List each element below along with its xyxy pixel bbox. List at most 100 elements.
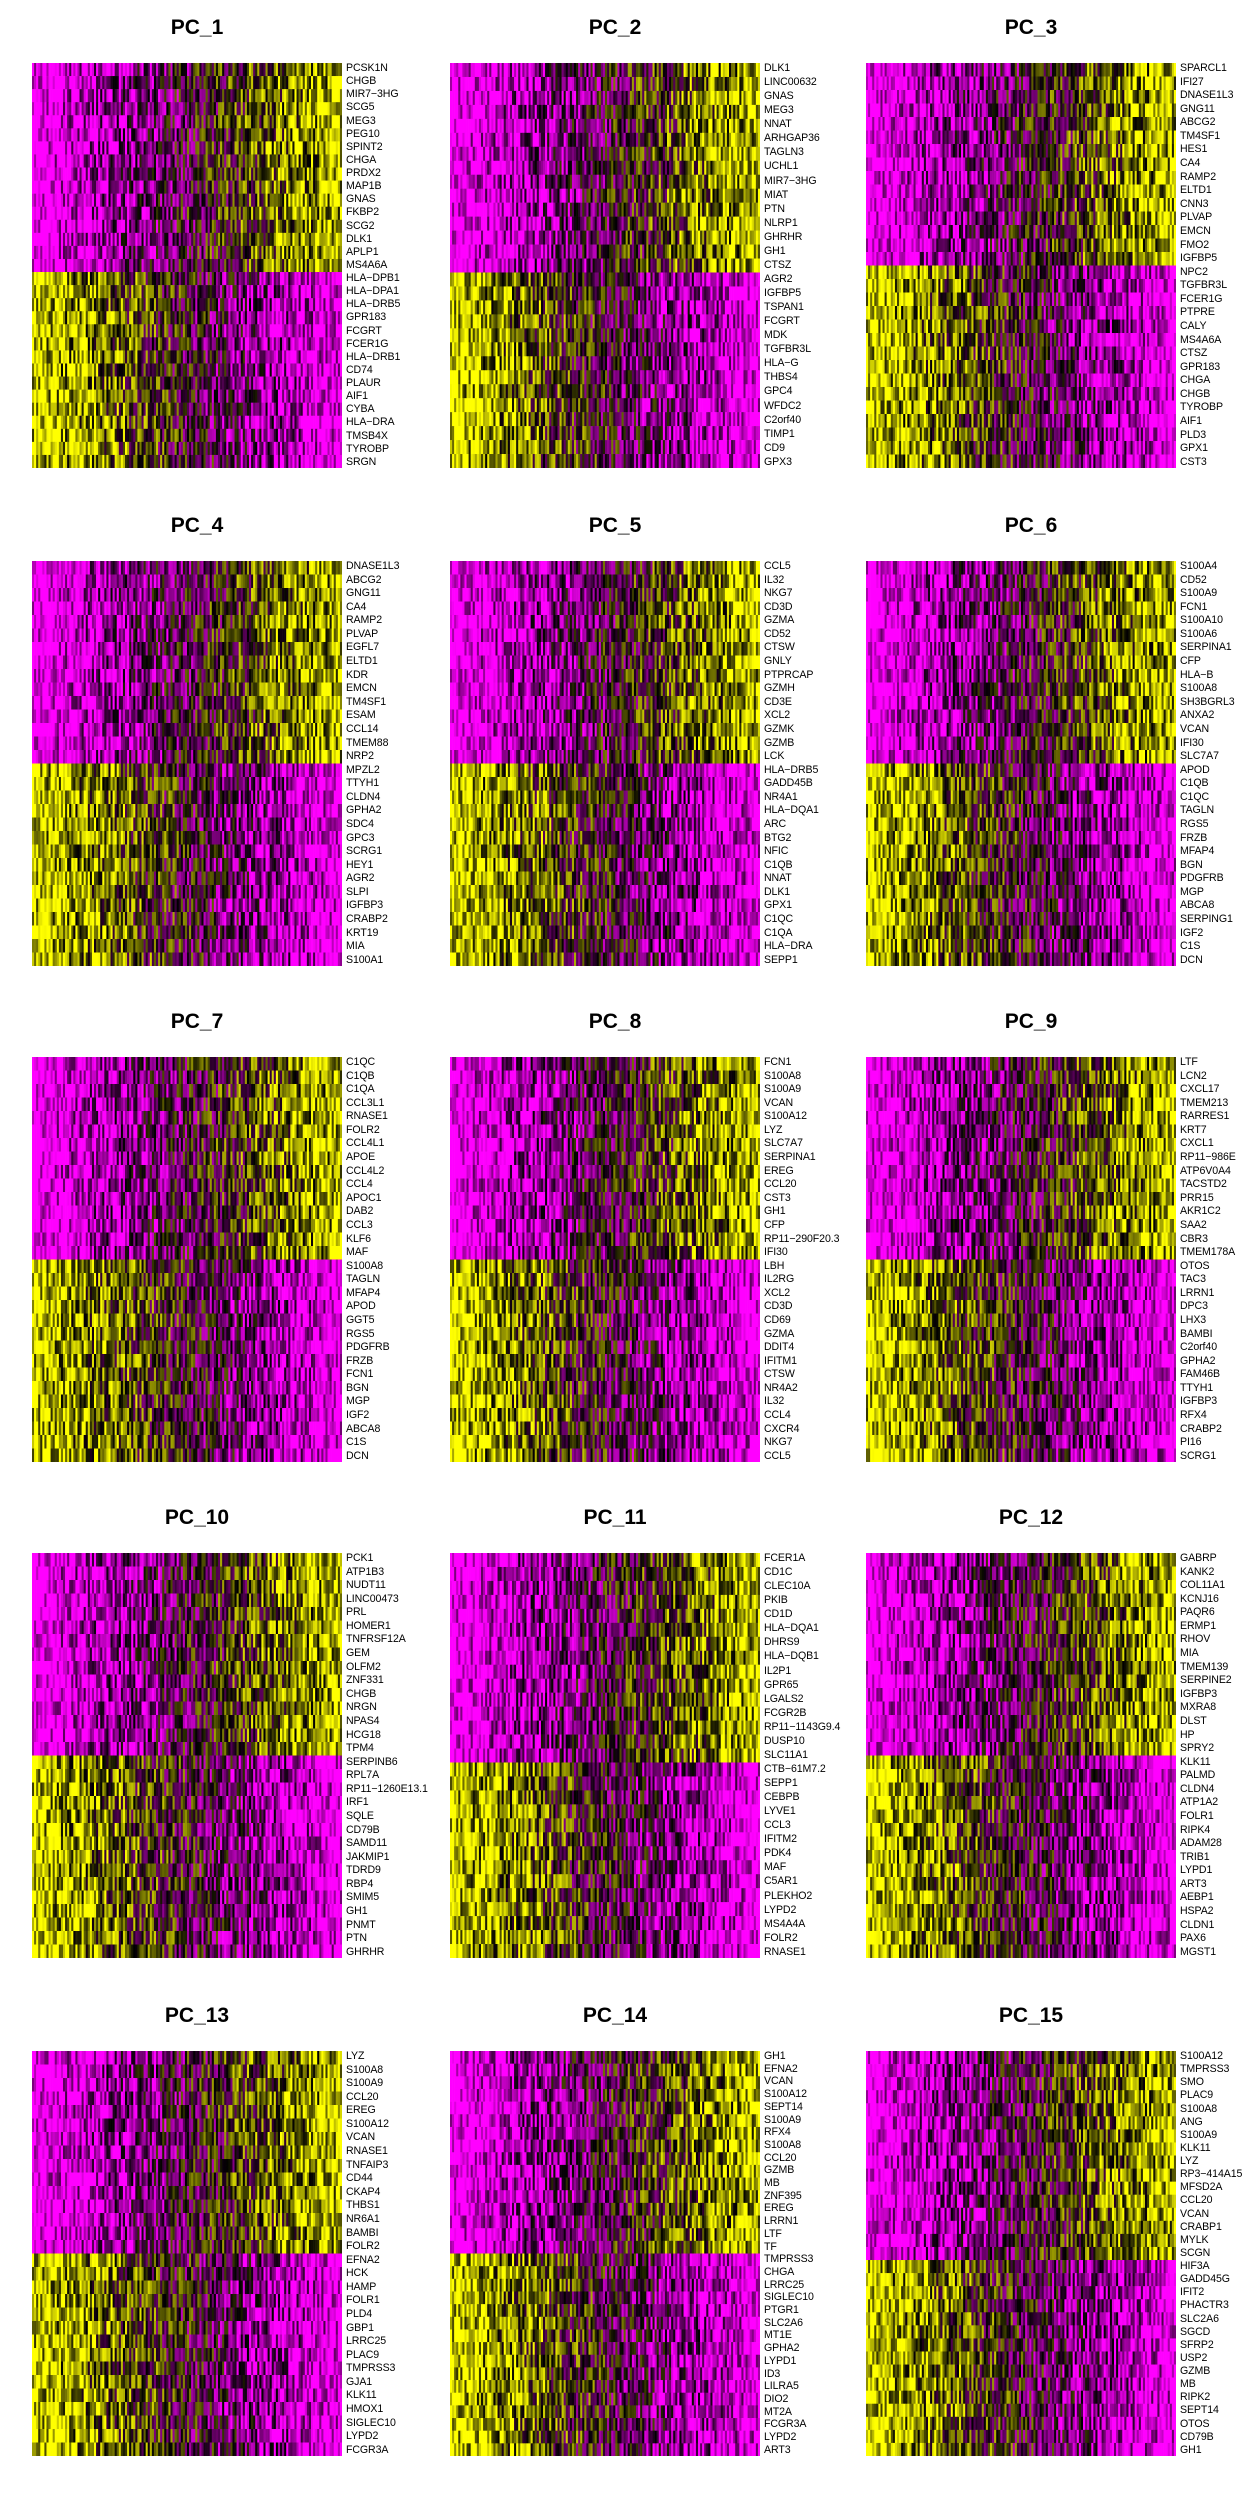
heatmap-cell bbox=[305, 455, 307, 468]
heatmap-cell bbox=[42, 102, 44, 115]
heatmap-cell bbox=[127, 207, 129, 220]
heatmap-cell bbox=[280, 181, 282, 194]
heatmap-cell bbox=[100, 181, 102, 194]
heatmap-cell bbox=[49, 207, 51, 220]
heatmap-cell bbox=[67, 102, 69, 115]
heatmap-cell bbox=[168, 76, 170, 89]
heatmap-cell bbox=[106, 154, 108, 167]
heatmap-cell bbox=[168, 403, 170, 416]
heatmap-cell bbox=[257, 128, 259, 141]
heatmap-cell bbox=[601, 77, 603, 91]
heatmap-cell bbox=[69, 363, 71, 376]
heatmap-cell bbox=[657, 77, 659, 91]
heatmap-cell bbox=[201, 154, 203, 167]
heatmap-cell bbox=[80, 233, 82, 246]
heatmap-cell bbox=[669, 63, 671, 77]
heatmap-cell bbox=[321, 259, 323, 272]
heatmap-cell bbox=[42, 298, 44, 311]
heatmap-cell bbox=[464, 63, 466, 77]
heatmap-cell bbox=[80, 128, 82, 141]
heatmap-cell bbox=[214, 416, 216, 429]
heatmap-cell bbox=[230, 429, 232, 442]
heatmap-cell bbox=[311, 168, 313, 181]
heatmap-cell bbox=[135, 442, 137, 455]
heatmap-cell bbox=[297, 390, 299, 403]
heatmap-cell bbox=[98, 272, 100, 285]
heatmap-cell bbox=[297, 115, 299, 128]
heatmap-cell bbox=[224, 377, 226, 390]
heatmap-cell bbox=[340, 194, 342, 207]
heatmap-cell bbox=[96, 259, 98, 272]
heatmap-cell bbox=[261, 128, 263, 141]
heatmap-cell bbox=[330, 63, 332, 76]
heatmap-cell bbox=[170, 128, 172, 141]
heatmap-cell bbox=[162, 63, 164, 76]
heatmap-cell bbox=[168, 154, 170, 167]
heatmap-cell bbox=[315, 298, 317, 311]
heatmap-cell bbox=[323, 429, 325, 442]
heatmap-cell bbox=[137, 207, 139, 220]
heatmap-cell bbox=[34, 233, 36, 246]
heatmap-cell bbox=[195, 337, 197, 350]
heatmap-cell bbox=[166, 63, 168, 76]
heatmap-cell bbox=[270, 442, 272, 455]
heatmap-cell bbox=[129, 272, 131, 285]
heatmap-cell bbox=[121, 324, 123, 337]
heatmap-cell bbox=[607, 63, 609, 77]
heatmap-cell bbox=[185, 102, 187, 115]
heatmap-cell bbox=[67, 337, 69, 350]
heatmap-cell bbox=[253, 416, 255, 429]
heatmap-cell bbox=[177, 168, 179, 181]
heatmap-cell bbox=[214, 89, 216, 102]
heatmap-cell bbox=[92, 455, 94, 468]
heatmap-cell bbox=[108, 207, 110, 220]
heatmap-cell bbox=[245, 324, 247, 337]
heatmap-cell bbox=[150, 194, 152, 207]
heatmap-cell bbox=[125, 442, 127, 455]
heatmap-cell bbox=[160, 442, 162, 455]
heatmap-cell bbox=[197, 259, 199, 272]
heatmap-cell bbox=[220, 377, 222, 390]
heatmap-cell bbox=[263, 154, 265, 167]
heatmap-cell bbox=[92, 246, 94, 259]
heatmap-cell bbox=[328, 390, 330, 403]
heatmap-cell bbox=[301, 207, 303, 220]
heatmap-cell bbox=[90, 350, 92, 363]
heatmap-cell bbox=[144, 363, 146, 376]
heatmap-cell bbox=[338, 246, 340, 259]
heatmap-cell bbox=[44, 442, 46, 455]
heatmap-cell bbox=[274, 141, 276, 154]
heatmap-cell bbox=[142, 115, 144, 128]
heatmap-cell bbox=[82, 207, 84, 220]
heatmap-cell bbox=[210, 115, 212, 128]
heatmap-cell bbox=[42, 403, 44, 416]
heatmap-cell bbox=[204, 115, 206, 128]
heatmap-cell bbox=[328, 233, 330, 246]
heatmap-cell bbox=[75, 102, 77, 115]
heatmap-cell bbox=[160, 63, 162, 76]
heatmap-cell bbox=[139, 63, 141, 76]
heatmap-cell bbox=[106, 194, 108, 207]
heatmap-cell bbox=[512, 77, 514, 91]
heatmap-row bbox=[32, 194, 342, 207]
heatmap-cell bbox=[317, 194, 319, 207]
heatmap-cell bbox=[42, 246, 44, 259]
heatmap-cell bbox=[315, 285, 317, 298]
heatmap-cell bbox=[80, 194, 82, 207]
heatmap-cell bbox=[179, 350, 181, 363]
heatmap-cell bbox=[65, 76, 67, 89]
heatmap-cell bbox=[187, 233, 189, 246]
heatmap-cell bbox=[286, 181, 288, 194]
heatmap-cell bbox=[280, 141, 282, 154]
heatmap-cell bbox=[332, 141, 334, 154]
heatmap-cell bbox=[173, 363, 175, 376]
heatmap-cell bbox=[36, 337, 38, 350]
heatmap-cell bbox=[115, 233, 117, 246]
heatmap-cell bbox=[338, 181, 340, 194]
heatmap-cell bbox=[299, 429, 301, 442]
heatmap-cell bbox=[220, 390, 222, 403]
heatmap-cell bbox=[42, 442, 44, 455]
heatmap-cell bbox=[500, 77, 502, 91]
heatmap-cell bbox=[292, 115, 294, 128]
heatmap-cell bbox=[529, 63, 531, 77]
